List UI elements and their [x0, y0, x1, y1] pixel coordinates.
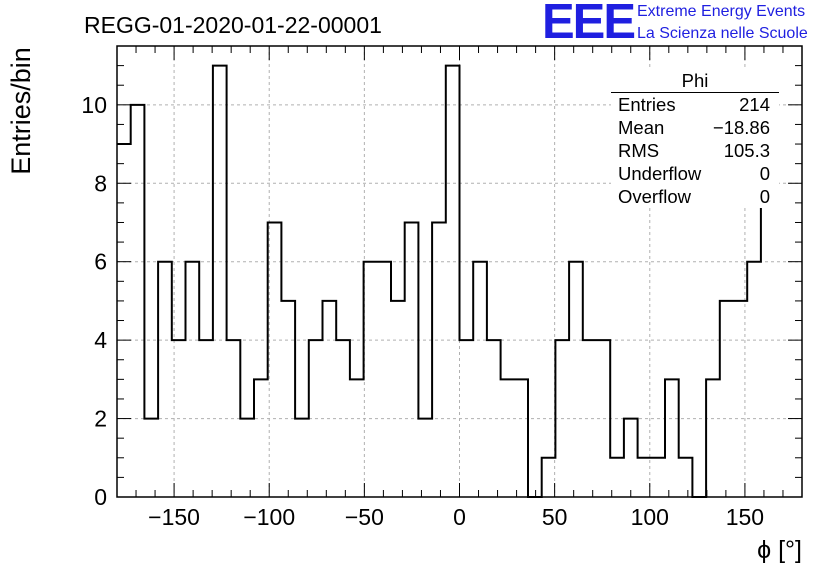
histogram-bin — [281, 301, 295, 497]
stats-label: RMS — [618, 140, 660, 161]
x-axis-label: ϕ [°] — [757, 536, 802, 564]
histogram-bin — [391, 301, 405, 497]
y-tick-label: 6 — [94, 249, 107, 275]
histogram-bin — [144, 419, 158, 497]
histogram-bin — [268, 222, 282, 497]
histogram-bin — [583, 340, 597, 497]
histogram-bin — [679, 458, 693, 497]
histogram-bin — [610, 458, 624, 497]
histogram-bin — [473, 262, 487, 497]
histogram-bin — [295, 419, 309, 497]
histogram-bin — [446, 66, 460, 497]
x-tick-label: −150 — [148, 504, 200, 530]
histogram-bin — [323, 301, 337, 497]
stats-label: Overflow — [618, 186, 691, 207]
stats-value: 214 — [739, 94, 770, 115]
histogram-bin — [418, 419, 432, 497]
stats-row-overflow: Overflow 0 — [611, 185, 779, 208]
x-tick-label: 50 — [542, 504, 568, 530]
y-tick-label: 2 — [94, 406, 107, 432]
histogram-bin — [638, 458, 652, 497]
stats-value: 0 — [759, 186, 770, 207]
stats-histogram-name: Phi — [611, 70, 779, 93]
x-tick-label: −50 — [345, 504, 384, 530]
stats-row-mean: Mean −18.86 — [611, 116, 779, 139]
histogram-bin — [706, 379, 720, 497]
logo-text-line1: Extreme Energy Events — [637, 3, 806, 20]
stats-box: Phi Entries 214 Mean −18.86 RMS 105.3 Un… — [611, 70, 779, 208]
histogram-bin — [364, 262, 378, 497]
stats-row-entries: Entries 214 — [611, 93, 779, 116]
histogram-bin — [254, 379, 268, 497]
histogram-bin — [186, 262, 200, 497]
histogram-bin — [720, 301, 734, 497]
histogram-line — [117, 64, 775, 498]
stats-row-underflow: Underflow 0 — [611, 162, 779, 185]
histogram-bin — [651, 458, 665, 497]
y-axis-label: Entries/bin — [6, 47, 36, 175]
histogram-bin — [747, 262, 761, 497]
stats-value: 105.3 — [723, 140, 770, 161]
histogram-bin — [542, 458, 556, 497]
stats-label: Entries — [618, 94, 676, 115]
histogram-bin — [377, 262, 391, 497]
stats-value: −18.86 — [712, 117, 770, 138]
y-tick-label: 10 — [81, 92, 107, 118]
y-tick-label: 4 — [94, 327, 107, 353]
histogram-bin — [213, 66, 227, 497]
histogram-bin — [432, 222, 446, 497]
y-tick-label: 0 — [94, 484, 107, 510]
x-tick-label: 0 — [453, 504, 466, 530]
histogram-bin — [487, 340, 501, 497]
stats-value: 0 — [759, 163, 770, 184]
eee-logo: EEE — [542, 0, 636, 49]
histogram-bin — [405, 222, 419, 497]
chart-title: REGG-01-2020-01-22-00001 — [84, 12, 382, 38]
stats-label: Mean — [618, 117, 665, 138]
logo-text-line2: La Scienza nelle Scuole — [637, 25, 808, 42]
histogram-bin — [665, 379, 679, 497]
stats-label: Underflow — [618, 163, 702, 184]
y-tick-label: 8 — [94, 170, 107, 196]
histogram-bin — [624, 419, 638, 497]
x-tick-label: 150 — [726, 504, 764, 530]
histogram-bin — [501, 379, 515, 497]
histogram-bin — [514, 379, 528, 497]
histogram-bin — [350, 379, 364, 497]
x-tick-label: 100 — [631, 504, 669, 530]
stats-row-rms: RMS 105.3 — [611, 139, 779, 162]
histogram-bin — [158, 262, 172, 497]
x-tick-label: −100 — [243, 504, 295, 530]
histogram-bin — [240, 419, 254, 497]
histogram-bin — [569, 262, 583, 497]
histogram-bin — [131, 105, 145, 497]
